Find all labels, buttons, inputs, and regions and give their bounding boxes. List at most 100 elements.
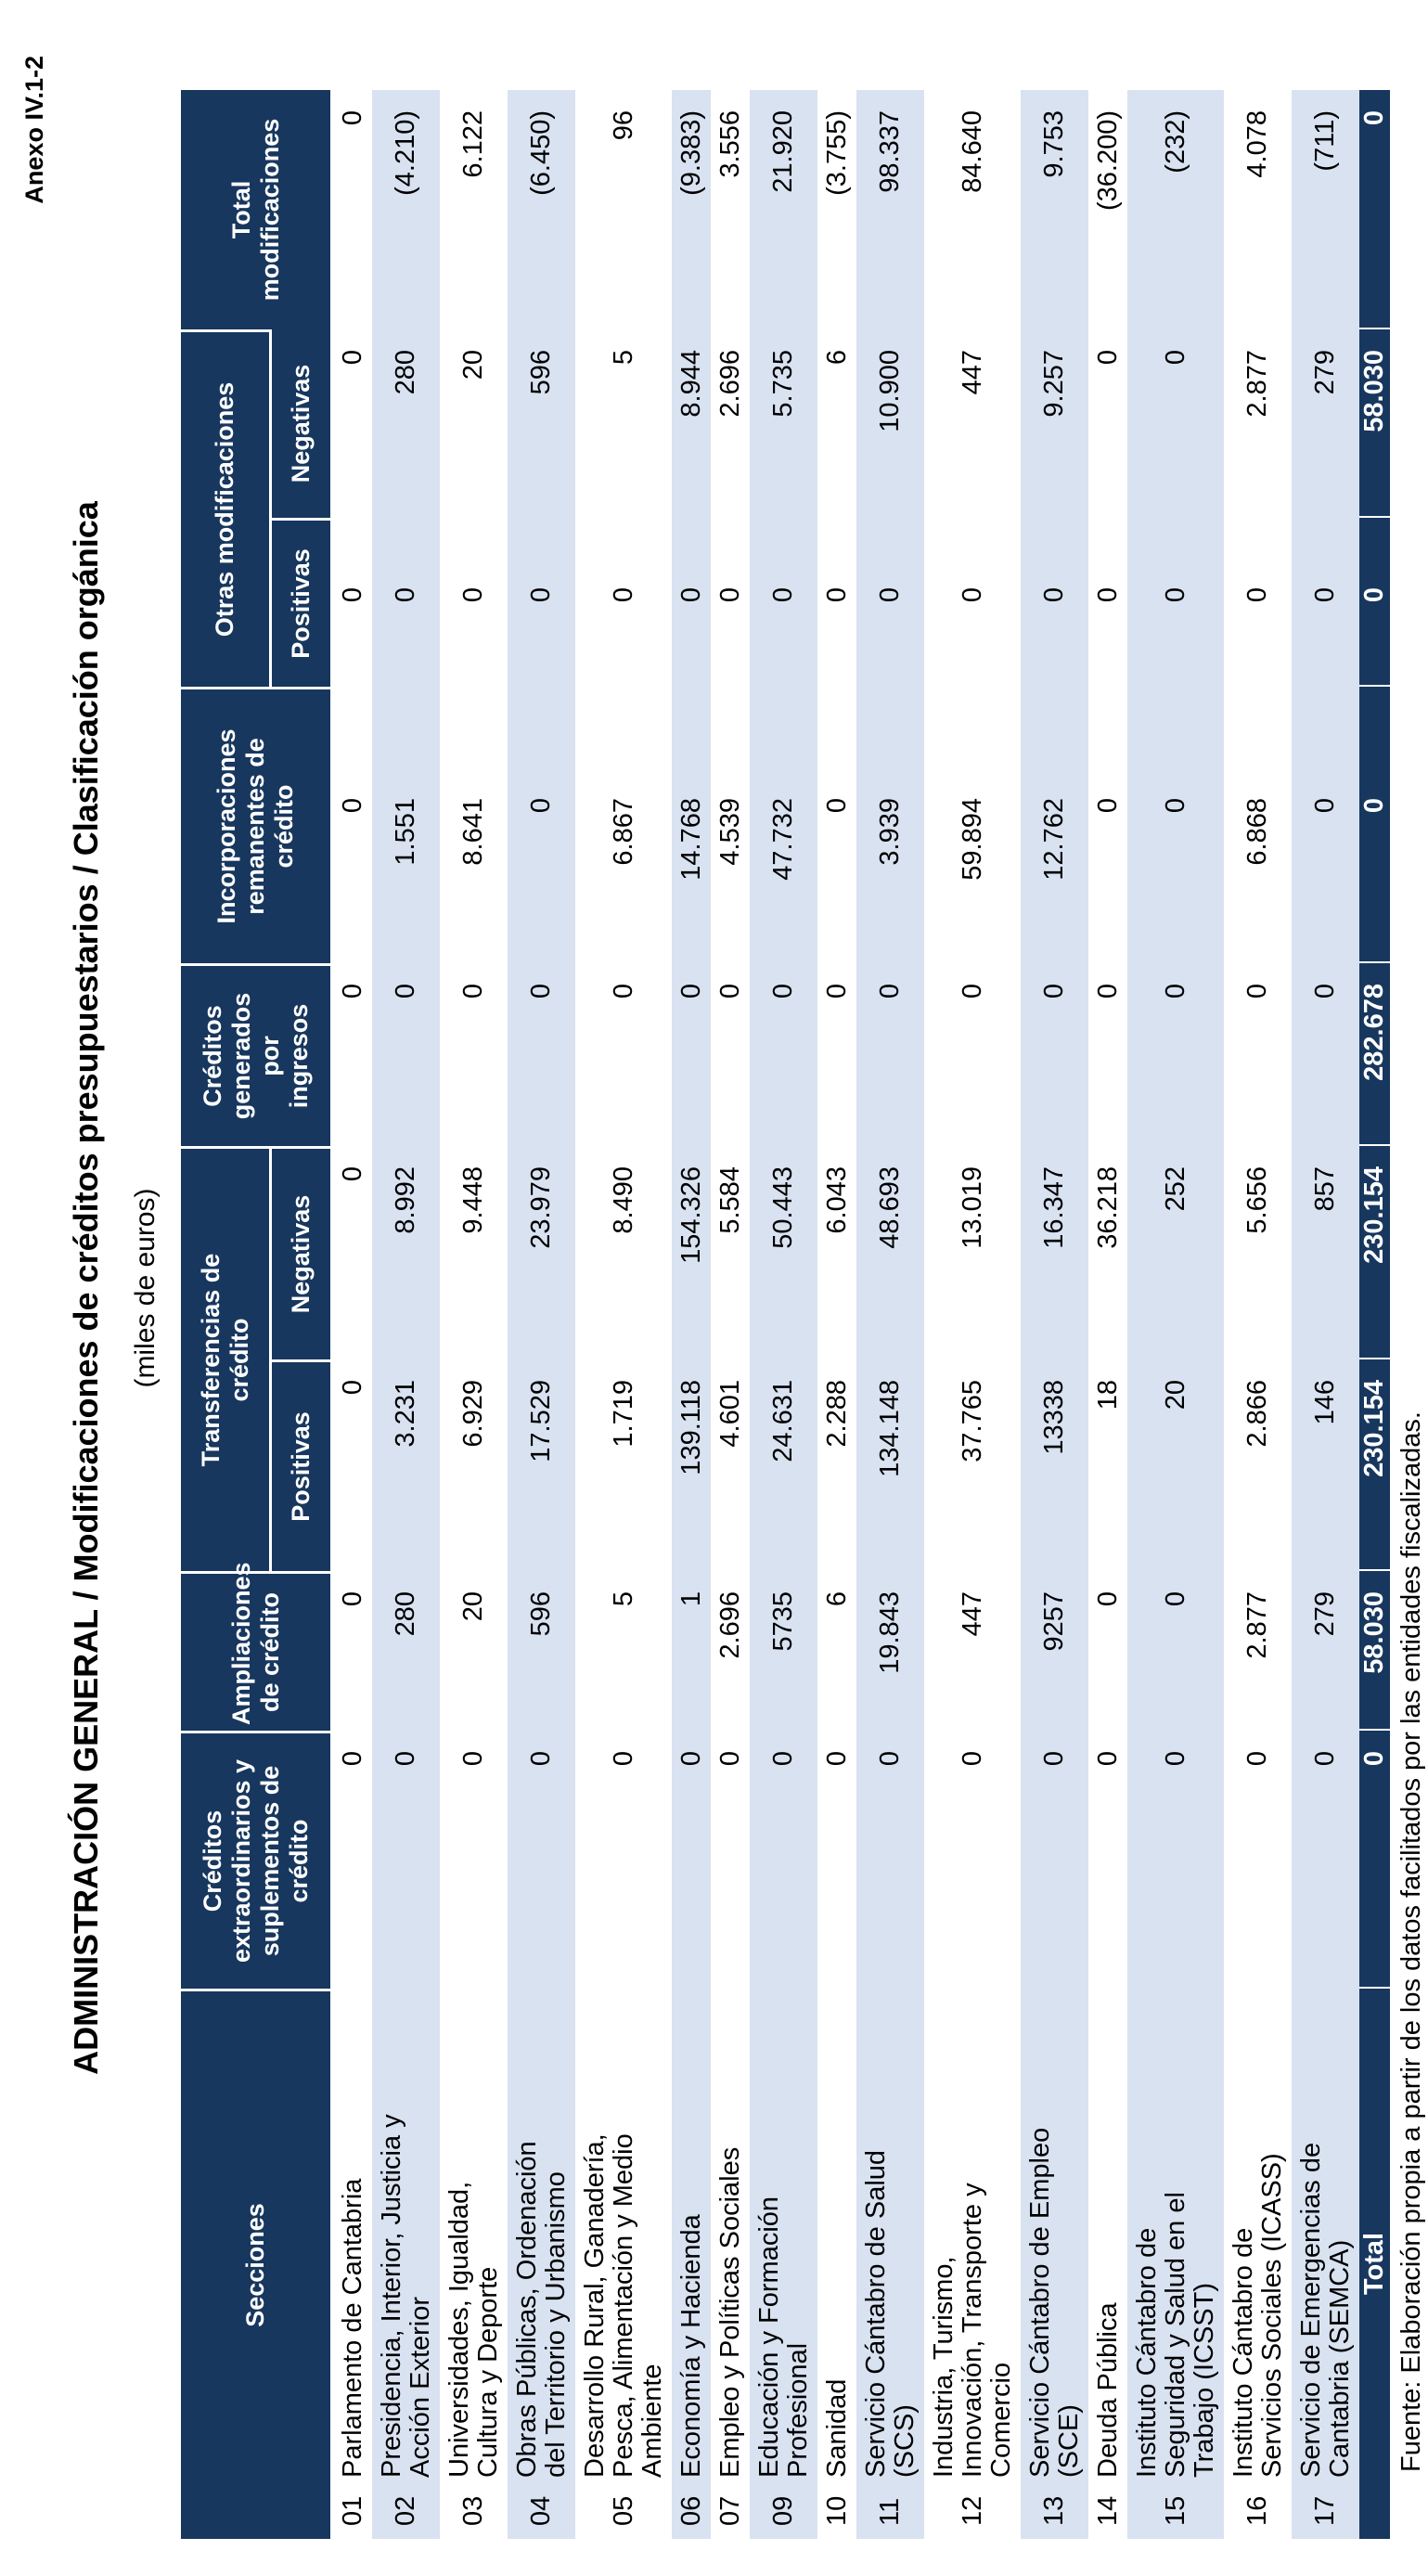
value-cell: 0	[750, 963, 817, 1146]
page-title: ADMINISTRACIÓN GENERAL / Modificaciones …	[67, 501, 105, 2075]
value-cell: 0	[750, 518, 817, 687]
value-cell: (9.383)	[672, 90, 711, 329]
value-cell: 6.868	[1224, 687, 1292, 963]
value-cell: 0	[372, 518, 440, 687]
value-cell: 19.843	[856, 1571, 924, 1731]
table-row: 04 Obras Públicas, Ordenación del Territo…	[508, 90, 575, 2539]
value-cell: 0	[711, 1731, 750, 1989]
subheader-otras-positivas: Positivas	[272, 518, 333, 687]
value-cell: 5.735	[750, 329, 817, 518]
total-value-cell: 58.030	[1359, 329, 1390, 518]
value-cell: 6	[817, 329, 856, 518]
value-cell: 447	[924, 329, 1021, 518]
col-header-transferencias: Transferencias de crédito	[181, 1146, 272, 1571]
value-cell: 0	[1088, 963, 1127, 1146]
value-cell: 6.867	[575, 687, 672, 963]
value-cell: 12.762	[1021, 687, 1088, 963]
value-cell: 0	[817, 963, 856, 1146]
table-header: Secciones Créditos extraordinarios y sup…	[181, 90, 333, 2539]
subheader-otras-negativas: Negativas	[272, 329, 333, 518]
budget-modifications-table: Secciones Créditos extraordinarios y sup…	[181, 90, 1390, 2539]
value-cell: 4.601	[711, 1359, 750, 1571]
value-cell: 279	[1292, 1571, 1359, 1731]
section-cell: 09 Educación y Formación Profesional	[750, 1989, 817, 2539]
value-cell: 8.641	[440, 687, 508, 963]
value-cell: 252	[1127, 1146, 1224, 1359]
total-value-cell: 282.678	[1359, 963, 1390, 1146]
section-name: Servicio Cántabro de Empleo (SCE)	[1024, 2127, 1084, 2478]
section-name: Presidencia, Interior, Justicia y Acción…	[376, 2114, 435, 2478]
value-cell: 0	[575, 963, 672, 1146]
value-cell: 47.732	[750, 687, 817, 963]
value-cell: 0	[333, 687, 372, 963]
value-cell: 0	[817, 1731, 856, 1989]
value-cell: 0	[1021, 963, 1088, 1146]
section-code: 06	[675, 2495, 706, 2526]
value-cell: 14.768	[672, 687, 711, 963]
value-cell: 0	[440, 1731, 508, 1989]
value-cell: 596	[508, 1571, 575, 1731]
value-cell: 0	[508, 687, 575, 963]
value-cell: 0	[817, 687, 856, 963]
col-header-total-modificaciones: Total modificaciones	[181, 90, 333, 329]
value-cell: 0	[1021, 1731, 1088, 1989]
section-cell: 02 Presidencia, Interior, Justicia y Acci…	[372, 1989, 440, 2539]
value-cell: 0	[508, 518, 575, 687]
total-value-cell: 0	[1359, 90, 1390, 329]
value-cell: 5.584	[711, 1146, 750, 1359]
value-cell: 2.696	[711, 1571, 750, 1731]
section-name: Servicio Cántabro de Salud (SCS)	[860, 2149, 920, 2478]
total-label: Total	[1359, 1989, 1390, 2539]
value-cell: 2.696	[711, 329, 750, 518]
table-row: 01 Parlamento de Cantabria 0 0 0 0 0 0 0 0 0	[333, 90, 372, 2539]
value-cell: 10.900	[856, 329, 924, 518]
value-cell: 280	[372, 329, 440, 518]
col-header-incorporaciones: Incorporaciones remanentes de crédito	[181, 687, 333, 963]
section-cell: 15 Instituto Cántabro de Seguridad y Salu…	[1127, 1989, 1224, 2539]
col-header-ampliaciones: Ampliaciones de crédito	[181, 1562, 333, 1731]
value-cell: 0	[1224, 963, 1292, 1146]
section-code: 13	[1039, 2495, 1069, 2526]
section-name: Universidades, Igualdad, Cultura y Depor…	[444, 2181, 503, 2478]
section-code: 02	[391, 2495, 420, 2526]
value-cell: 0	[508, 963, 575, 1146]
value-cell: 0	[750, 1731, 817, 1989]
table-row: 17 Servicio de Emergencias de Cantabria (…	[1292, 90, 1359, 2539]
section-code: 01	[337, 2495, 367, 2526]
section-code: 14	[1092, 2495, 1123, 2526]
value-cell: 0	[508, 1731, 575, 1989]
table-row: 09 Educación y Formación Profesional 0 5735…	[750, 90, 817, 2539]
value-cell: 0	[1127, 518, 1224, 687]
section-name: Obras Públicas, Ordenación del Territori…	[511, 2141, 571, 2478]
value-cell: 0	[672, 963, 711, 1146]
value-cell: 9257	[1021, 1571, 1088, 1731]
value-cell: 0	[924, 518, 1021, 687]
section-name: Instituto Cántabro de Seguridad y Salud …	[1131, 2192, 1219, 2478]
value-cell: 0	[333, 329, 372, 518]
value-cell: 2.866	[1224, 1359, 1292, 1571]
value-cell: 20	[1127, 1359, 1224, 1571]
value-cell: 0	[1224, 518, 1292, 687]
value-cell: 18	[1088, 1359, 1127, 1571]
value-cell: 139.118	[672, 1359, 711, 1571]
total-value-cell: 0	[1359, 518, 1390, 687]
section-code: 09	[768, 2495, 798, 2526]
value-cell: (4.210)	[372, 90, 440, 329]
value-cell: 0	[1292, 963, 1359, 1146]
total-value-cell: 0	[1359, 1731, 1390, 1989]
value-cell: 0	[333, 1571, 372, 1731]
value-cell: 857	[1292, 1146, 1359, 1359]
value-cell: 0	[1224, 1731, 1292, 1989]
value-cell: 596	[508, 329, 575, 518]
col-header-creditos-extraordinarios: Créditos extraordinarios y suplementos d…	[181, 1731, 333, 1989]
value-cell: 0	[440, 963, 508, 1146]
col-header-secciones: Secciones	[181, 1989, 333, 2539]
value-cell: 2.877	[1224, 329, 1292, 518]
value-cell: 0	[924, 963, 1021, 1146]
table-row: 02 Presidencia, Interior, Justicia y Acci…	[372, 90, 440, 2539]
value-cell: 0	[924, 1731, 1021, 1989]
value-cell: 20	[440, 329, 508, 518]
section-code: 11	[875, 2497, 905, 2526]
value-cell: 134.148	[856, 1359, 924, 1571]
